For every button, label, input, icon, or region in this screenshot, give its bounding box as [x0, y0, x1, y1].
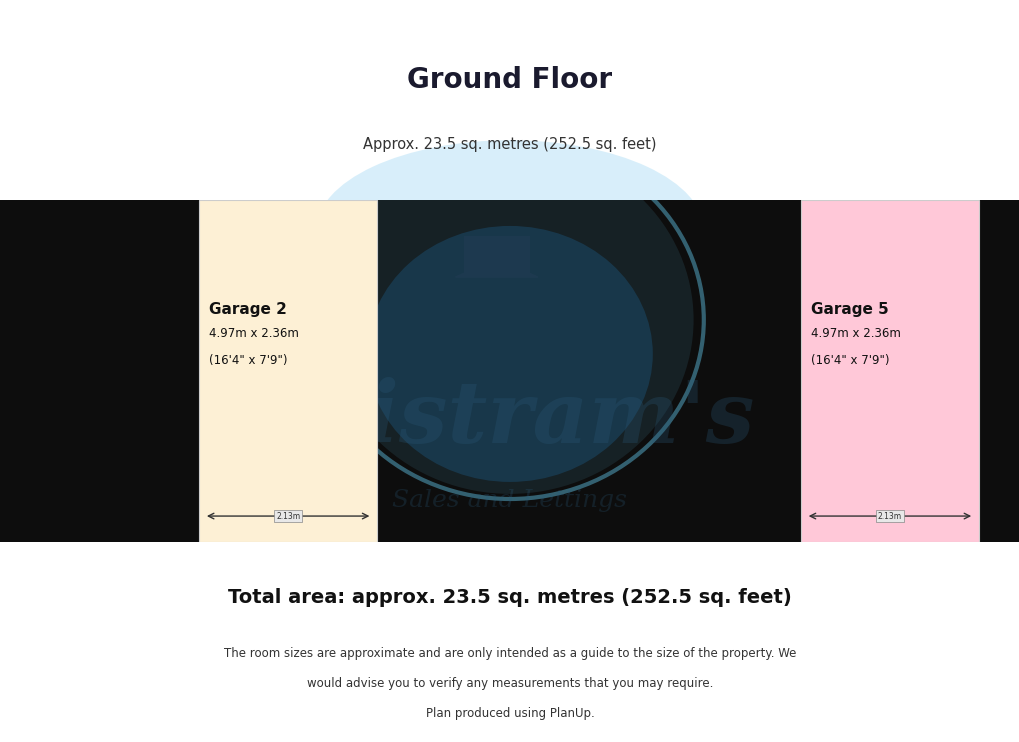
- Text: Garage 5: Garage 5: [810, 302, 888, 317]
- Text: Sales and Lettings: Sales and Lettings: [392, 489, 627, 512]
- Ellipse shape: [316, 140, 703, 321]
- Text: (16'4" x 7'9"): (16'4" x 7'9"): [209, 354, 287, 367]
- Ellipse shape: [367, 226, 652, 482]
- Text: would advise you to verify any measurements that you may require.: would advise you to verify any measureme…: [307, 677, 712, 690]
- Text: Ground Floor: Ground Floor: [407, 66, 612, 94]
- Text: 4.97m x 2.36m: 4.97m x 2.36m: [810, 327, 900, 340]
- Ellipse shape: [326, 145, 693, 494]
- Text: 2.13m: 2.13m: [276, 511, 300, 521]
- Text: 2.13m: 2.13m: [877, 511, 901, 521]
- Text: Approx. 23.5 sq. metres (252.5 sq. feet): Approx. 23.5 sq. metres (252.5 sq. feet): [363, 137, 656, 152]
- Text: (16'4" x 7'9"): (16'4" x 7'9"): [810, 354, 889, 367]
- Text: Plan produced using PlanUp.: Plan produced using PlanUp.: [425, 707, 594, 720]
- Bar: [199, 200, 377, 542]
- Text: The room sizes are approximate and are only intended as a guide to the size of t: The room sizes are approximate and are o…: [223, 647, 796, 660]
- Text: Garage 2: Garage 2: [209, 302, 286, 317]
- Bar: [800, 200, 978, 542]
- Bar: [464, 236, 530, 278]
- Text: Tristram's: Tristram's: [264, 377, 755, 461]
- Polygon shape: [455, 258, 538, 278]
- Text: 4.97m x 2.36m: 4.97m x 2.36m: [209, 327, 299, 340]
- Text: Total area: approx. 23.5 sq. metres (252.5 sq. feet): Total area: approx. 23.5 sq. metres (252…: [228, 588, 791, 607]
